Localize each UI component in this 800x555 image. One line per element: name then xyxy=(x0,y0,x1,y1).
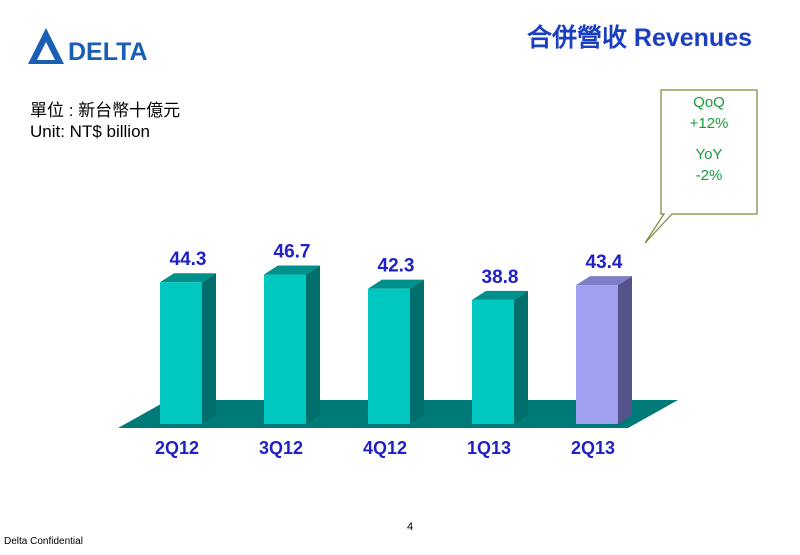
value-label-3Q12: 46.7 xyxy=(274,242,311,263)
bar-4Q12 xyxy=(368,288,410,424)
value-label-2Q13: 43.4 xyxy=(586,252,623,273)
delta-logo: DELTA xyxy=(26,24,154,68)
bar-top-2Q13 xyxy=(576,276,632,286)
value-label-1Q13: 38.8 xyxy=(482,267,519,288)
bar-top-3Q12 xyxy=(264,265,320,275)
bar-side-2Q12 xyxy=(202,273,216,424)
page-number: 4 xyxy=(407,521,414,533)
bar-top-4Q12 xyxy=(368,279,424,289)
bar-side-1Q13 xyxy=(514,290,528,424)
qoq-label: QoQ xyxy=(693,94,725,111)
yoy-label: YoY xyxy=(695,146,723,163)
unit-label-en: Unit: NT$ billion xyxy=(30,122,150,141)
bar-side-3Q12 xyxy=(306,265,320,424)
growth-callout: QoQ +12% YoY -2% xyxy=(663,92,755,186)
bar-top-1Q13 xyxy=(472,290,528,300)
bar-2Q12 xyxy=(160,282,202,424)
bar-side-4Q12 xyxy=(410,279,424,424)
category-label-4Q12: 4Q12 xyxy=(363,438,407,458)
logo-text: DELTA xyxy=(68,38,148,66)
value-label-4Q12: 42.3 xyxy=(378,256,415,277)
category-label-1Q13: 1Q13 xyxy=(467,438,511,458)
category-label-3Q12: 3Q12 xyxy=(259,438,303,458)
unit-label-zh: 單位 : 新台幣十億元 xyxy=(30,101,181,120)
confidential-footer: Delta Confidential xyxy=(4,536,83,547)
value-label-2Q12: 44.3 xyxy=(170,249,207,270)
category-label-2Q12: 2Q12 xyxy=(155,438,199,458)
bar-side-2Q13 xyxy=(618,276,632,424)
yoy-value: -2% xyxy=(695,167,723,184)
callout-bubble xyxy=(644,89,758,244)
bar-3Q12 xyxy=(264,274,306,424)
bar-2Q13 xyxy=(576,285,618,424)
category-label-2Q13: 2Q13 xyxy=(571,438,615,458)
bar-top-2Q12 xyxy=(160,273,216,283)
qoq-value: +12% xyxy=(689,115,729,132)
bar-1Q13 xyxy=(472,299,514,424)
page-title: 合併營收 Revenues xyxy=(526,24,752,52)
